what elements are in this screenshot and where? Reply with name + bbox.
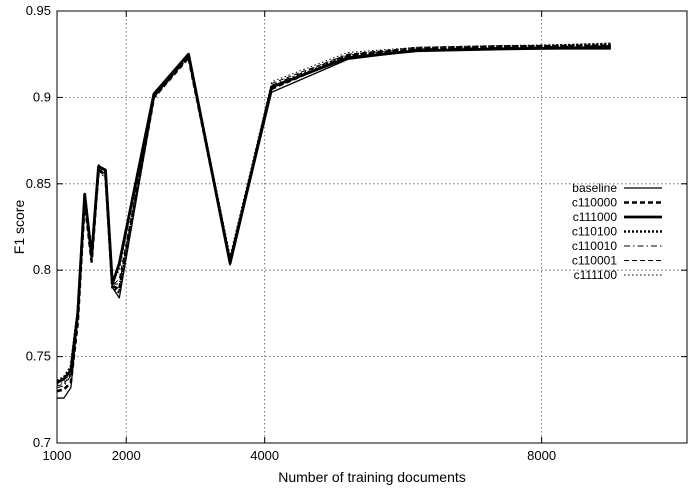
y-tick-label: 0.9 [33,89,51,104]
series-lines [56,42,611,399]
y-axis-label: F1 score [11,200,27,255]
x-tick-label: 4000 [250,448,279,463]
plot-frame [56,10,688,444]
legend-label-c110001: c110001 [572,254,617,268]
legend: baselinec110000c111000c110100c110010c110… [572,181,662,282]
series-line-c110100 [56,42,611,382]
y-tick-label: 0.85 [26,176,51,191]
x-tick-label: 1000 [43,448,72,463]
x-axis-label: Number of training documents [278,469,466,485]
x-tick-label: 8000 [527,448,556,463]
series-line-c110010 [56,45,611,389]
x-tick-label: 2000 [112,448,141,463]
y-tick-label: 0.8 [33,262,51,277]
axis-ticks: 0.7 0.75 0.8 0.85 0.9 0.95 1000 2000 4000 8000 [26,3,687,463]
y-tick-label: 0.95 [26,3,51,18]
legend-label-c110000: c110000 [572,196,617,210]
legend-label-c110100: c110100 [572,225,617,239]
y-tick-label: 0.7 [33,435,51,450]
legend-label-c111100: c111100 [574,268,618,282]
series-line-baseline [57,48,611,399]
legend-label-c110010: c110010 [572,239,617,253]
y-tick-label: 0.75 [26,349,51,364]
legend-label-baseline: baseline [572,181,617,195]
series-line-c111100 [56,43,611,385]
series-line-c110001 [56,45,611,387]
legend-label-c111000: c111000 [573,210,618,224]
